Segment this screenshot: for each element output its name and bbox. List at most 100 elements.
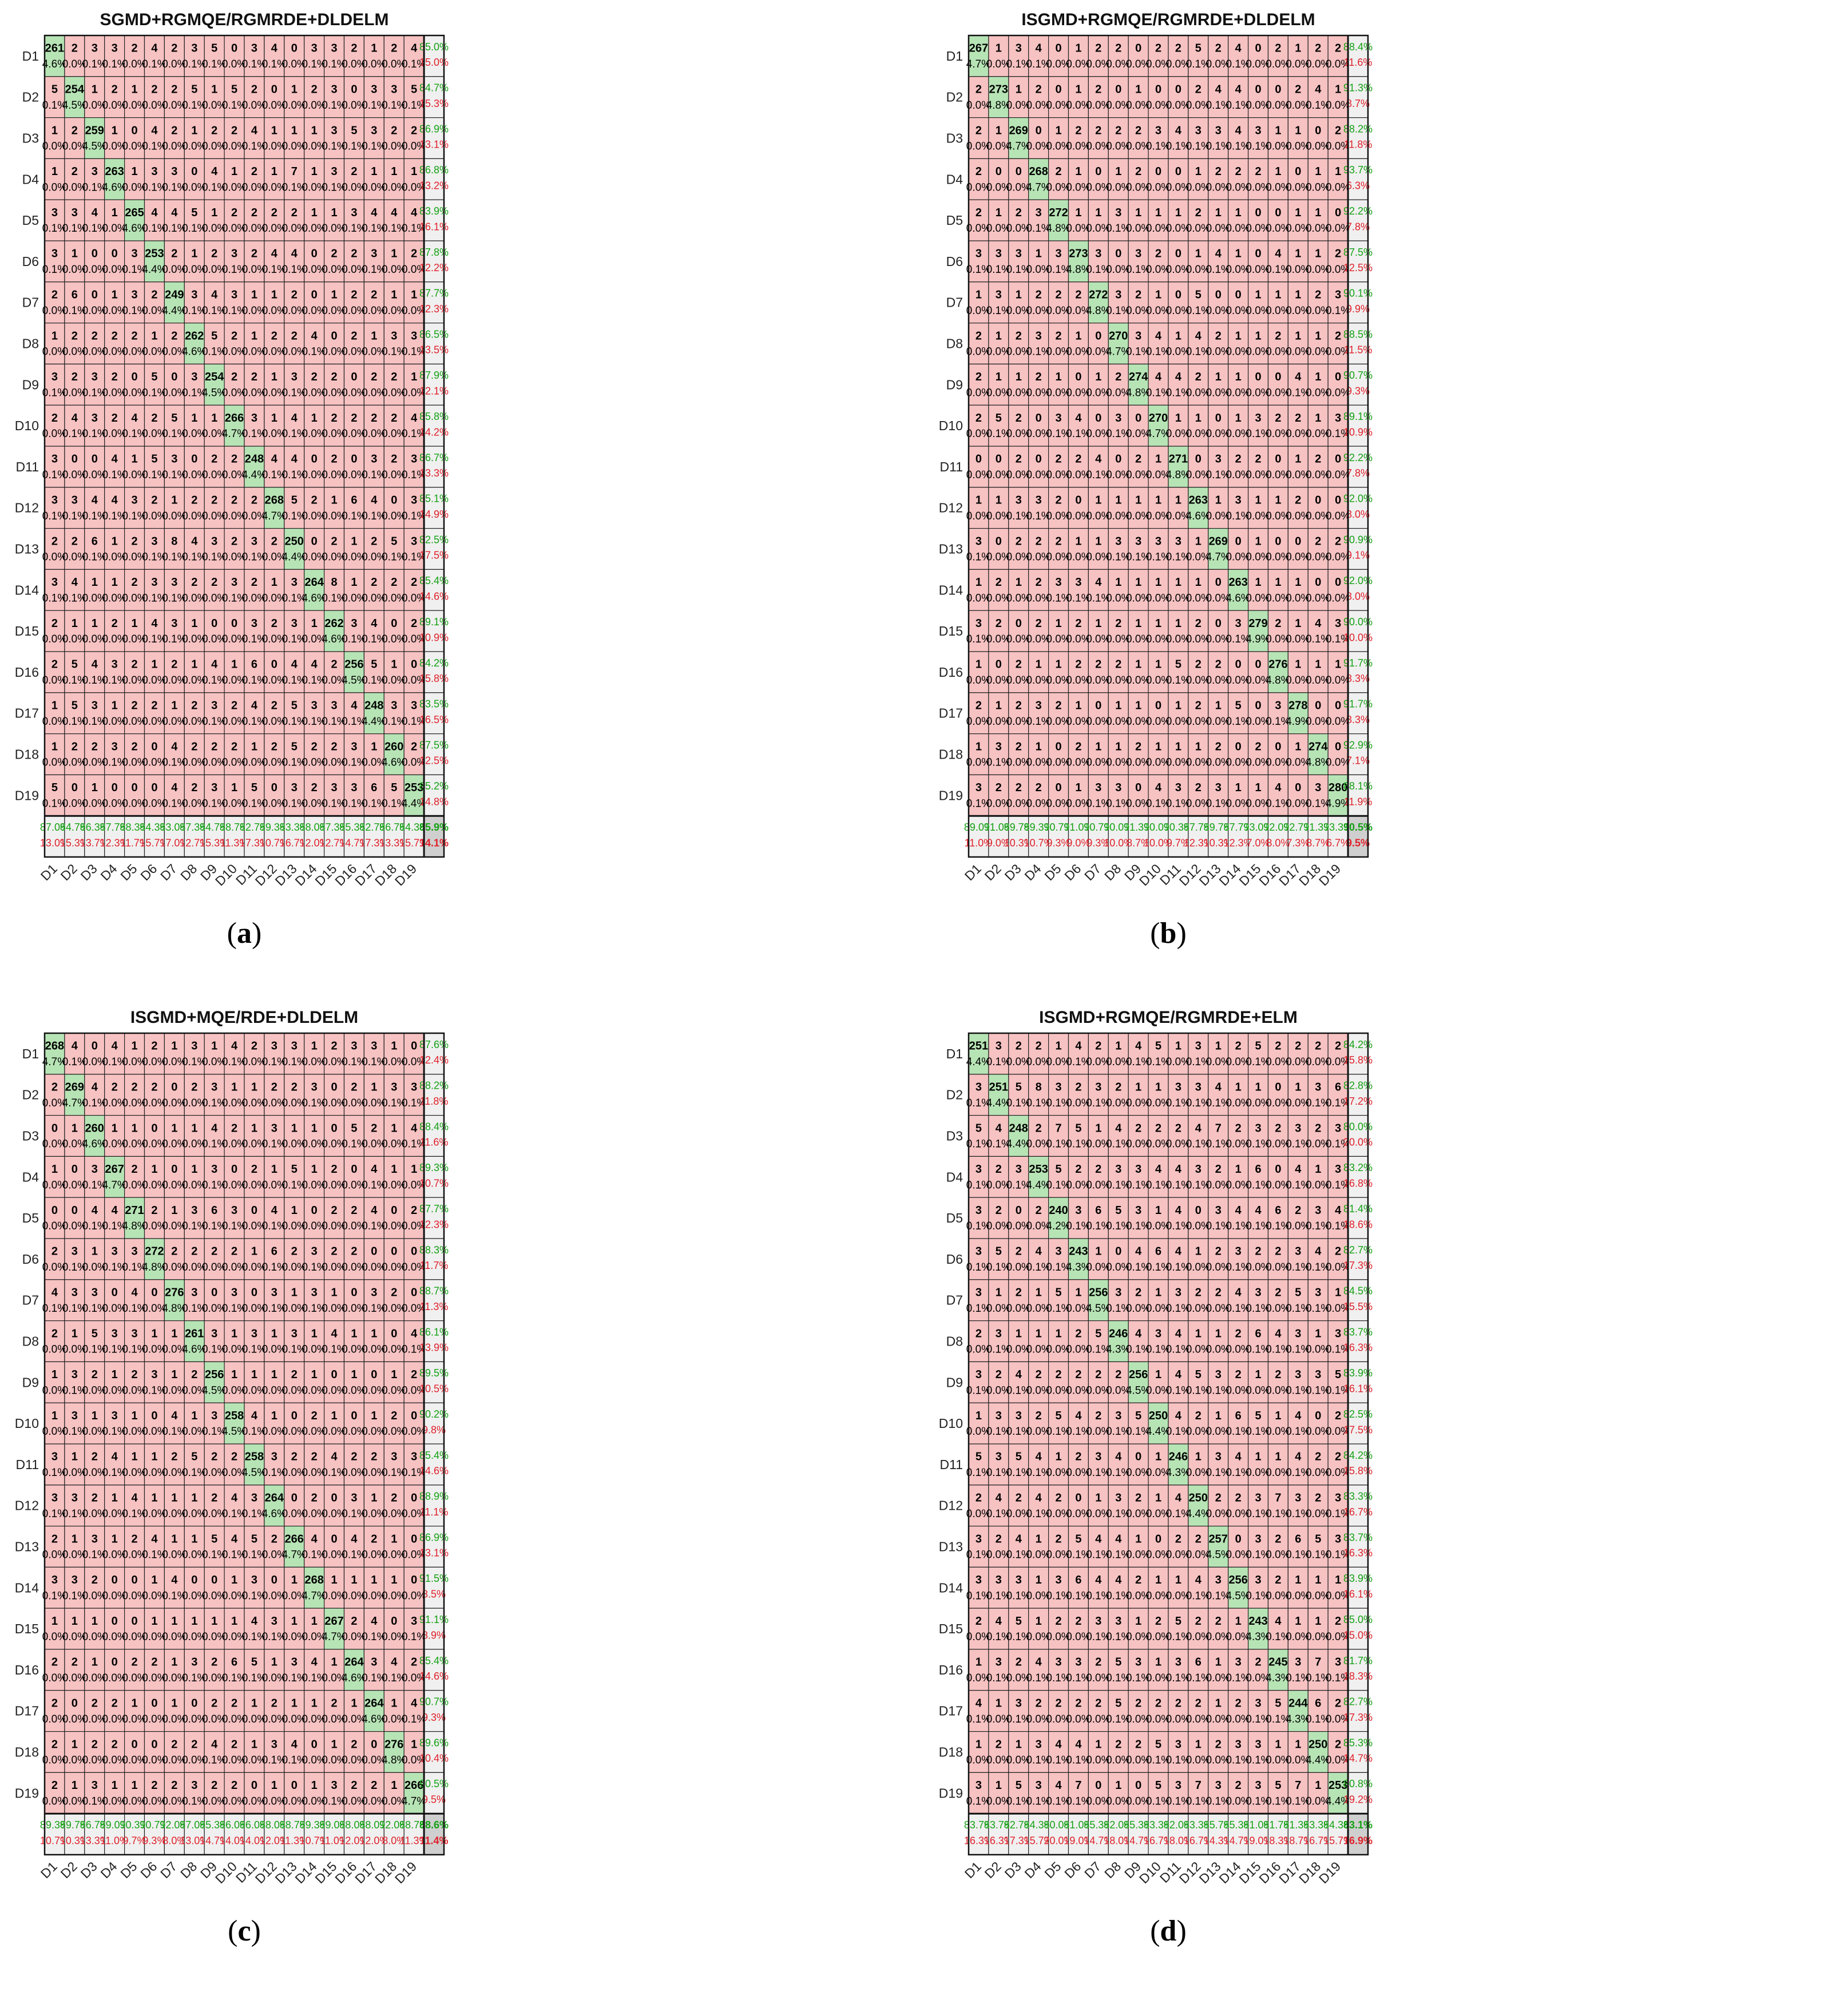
cell-count: 4 bbox=[211, 1122, 218, 1134]
cell-count: 1 bbox=[311, 165, 318, 178]
cell-count: 5 bbox=[391, 781, 397, 794]
off-diagonal-cell bbox=[968, 446, 989, 488]
off-diagonal-cell bbox=[1008, 281, 1029, 324]
off-diagonal-cell bbox=[1267, 487, 1289, 529]
row-label: D13 bbox=[15, 542, 39, 557]
cell-percent: 0.0% bbox=[1026, 305, 1050, 317]
cell-count: 4 bbox=[72, 1040, 78, 1053]
cell-count: 2 bbox=[51, 1327, 58, 1340]
cell-count: 3 bbox=[231, 1287, 237, 1299]
cell-percent: 0.1% bbox=[242, 428, 267, 440]
col-summary-cell bbox=[104, 815, 125, 858]
cell-count: 2 bbox=[1115, 124, 1121, 137]
cell-count: 272 bbox=[145, 1245, 164, 1258]
cell-count: 3 bbox=[251, 617, 257, 630]
cell-count: 2 bbox=[1095, 124, 1101, 137]
cell-count: 3 bbox=[92, 1287, 98, 1299]
cell-percent: 0.1% bbox=[382, 716, 406, 728]
col-label: D3 bbox=[1002, 1859, 1024, 1881]
cell-count: 1 bbox=[231, 781, 237, 794]
cell-percent: 0.0% bbox=[1246, 181, 1270, 193]
cell-percent: 0.1% bbox=[82, 58, 107, 70]
cell-percent: 0.0% bbox=[82, 592, 107, 604]
off-diagonal-cell bbox=[224, 446, 245, 488]
cell-count: 1 bbox=[996, 42, 1002, 55]
cell-count: 1 bbox=[271, 165, 277, 178]
cell-count: 3 bbox=[251, 42, 257, 55]
cell-count: 2 bbox=[351, 42, 357, 55]
cell-count: 253 bbox=[1029, 1163, 1048, 1176]
row-label: D5 bbox=[22, 1211, 39, 1225]
cell-count: 2 bbox=[1016, 658, 1022, 671]
row-precision-bad: 9.3% bbox=[1346, 386, 1370, 397]
cell-count: 1 bbox=[1095, 535, 1101, 547]
cell-count: 1 bbox=[231, 1327, 237, 1340]
cell-count: 3 bbox=[72, 1574, 78, 1586]
cell-count: 2 bbox=[391, 453, 397, 466]
cell-percent: 0.0% bbox=[1286, 141, 1310, 153]
cell-count: 4 bbox=[72, 412, 78, 424]
cell-count: 2 bbox=[1135, 289, 1141, 301]
cell-count: 1 bbox=[1075, 165, 1081, 178]
cell-count: 2 bbox=[72, 165, 78, 178]
row-precision-bad: 15.3% bbox=[419, 98, 449, 109]
cell-percent: 0.1% bbox=[1206, 141, 1231, 153]
cell-percent: 0.1% bbox=[302, 58, 326, 70]
row-precision-bad: 16.1% bbox=[419, 221, 449, 232]
cell-count: 1 bbox=[112, 1779, 118, 1792]
cell-percent: 0.1% bbox=[402, 223, 426, 235]
cell-percent: 0.1% bbox=[162, 757, 187, 769]
cell-percent: 0.1% bbox=[966, 264, 991, 276]
cell-percent: 0.1% bbox=[182, 551, 207, 564]
off-diagonal-cell bbox=[284, 158, 305, 200]
cell-count: 248 bbox=[1009, 1122, 1028, 1134]
cell-count: 279 bbox=[1248, 617, 1267, 630]
confusion-matrix-a-svg: SGMD+RGMQE/RGMRDE+DLDELM2614.6%20.0%30.1… bbox=[15, 10, 449, 950]
cell-count: 0 bbox=[1075, 371, 1081, 383]
cell-count: 2 bbox=[191, 576, 197, 589]
cell-count: 4 bbox=[311, 330, 318, 342]
row-precision-bad: 7.8% bbox=[1346, 221, 1370, 232]
off-diagonal-cell bbox=[1327, 76, 1349, 118]
cell-count: 2 bbox=[996, 1533, 1002, 1545]
cell-count: 5 bbox=[151, 453, 157, 466]
cell-percent: 0.0% bbox=[62, 757, 87, 769]
cell-count: 1 bbox=[1095, 1492, 1101, 1505]
off-diagonal-cell bbox=[1128, 199, 1149, 241]
cell-count: 0 bbox=[211, 1287, 217, 1299]
off-diagonal-cell bbox=[323, 281, 345, 324]
cell-percent: 0.0% bbox=[1306, 305, 1330, 317]
cell-count: 3 bbox=[351, 207, 357, 219]
off-diagonal-cell bbox=[1168, 76, 1189, 118]
cell-count: 2 bbox=[51, 1533, 58, 1545]
cell-percent: 0.0% bbox=[1226, 346, 1250, 358]
cell-percent: 0.0% bbox=[222, 797, 247, 809]
cell-count: 2 bbox=[1115, 1738, 1121, 1751]
cell-count: 1 bbox=[996, 700, 1002, 712]
cell-count: 2 bbox=[975, 1615, 982, 1628]
cell-count: 1 bbox=[291, 1287, 298, 1299]
diagonal-cell bbox=[1028, 158, 1049, 200]
cell-count: 0 bbox=[1155, 165, 1161, 178]
off-diagonal-cell bbox=[343, 199, 365, 241]
cell-count: 1 bbox=[151, 658, 157, 671]
cell-count: 1 bbox=[391, 658, 397, 671]
cell-percent: 0.1% bbox=[142, 592, 166, 604]
col-recall-bad: 12.3% bbox=[100, 837, 129, 848]
cell-count: 2 bbox=[1215, 658, 1222, 671]
cell-percent: 0.0% bbox=[1046, 305, 1070, 317]
cell-percent: 0.0% bbox=[142, 716, 166, 728]
cell-count: 2 bbox=[371, 1122, 377, 1134]
cell-count: 4 bbox=[271, 248, 278, 260]
cell-count: 248 bbox=[364, 700, 383, 712]
cell-percent: 0.0% bbox=[1006, 305, 1031, 317]
cell-count: 3 bbox=[131, 494, 137, 507]
off-diagonal-cell bbox=[1068, 363, 1089, 406]
cell-count: 1 bbox=[1115, 1779, 1121, 1792]
row-precision-bad: 9.3% bbox=[422, 1712, 446, 1723]
cell-percent: 0.1% bbox=[1026, 223, 1050, 235]
cell-count: 1 bbox=[331, 207, 337, 219]
off-diagonal-cell bbox=[204, 76, 225, 118]
off-diagonal-cell bbox=[84, 363, 105, 406]
row-precision-good: 85.0% bbox=[419, 41, 449, 53]
